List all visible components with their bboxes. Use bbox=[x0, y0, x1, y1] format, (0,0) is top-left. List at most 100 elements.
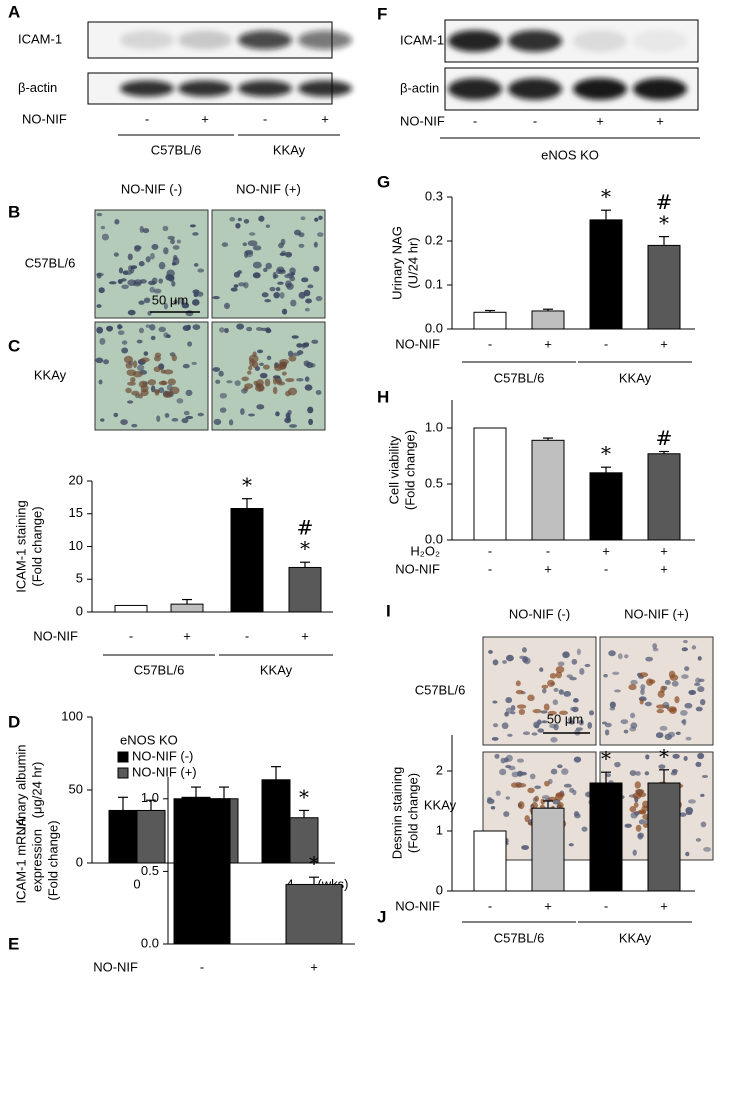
stain bbox=[153, 366, 161, 373]
significance-mark: * bbox=[601, 747, 611, 771]
nucleus bbox=[95, 357, 104, 364]
nucleus bbox=[304, 384, 313, 391]
treatment-sign: + bbox=[656, 113, 664, 128]
stain bbox=[635, 824, 642, 832]
blot-band bbox=[298, 30, 352, 50]
nucleus bbox=[261, 292, 269, 298]
nucleus bbox=[298, 291, 306, 299]
legend-swatch bbox=[117, 767, 129, 779]
nucleus bbox=[519, 771, 527, 776]
nucleus bbox=[501, 722, 509, 730]
nucleus bbox=[284, 251, 293, 258]
nucleus bbox=[685, 851, 690, 857]
bar bbox=[473, 311, 507, 330]
nucleus bbox=[680, 710, 688, 716]
nucleus bbox=[121, 340, 128, 345]
nucleus bbox=[304, 307, 310, 312]
nucleus bbox=[632, 849, 637, 856]
nucleus bbox=[162, 225, 169, 232]
nucleus bbox=[212, 295, 220, 300]
nucleus bbox=[212, 367, 221, 372]
stain bbox=[170, 238, 175, 245]
group-label: eNOS KO bbox=[541, 147, 599, 162]
nucleus bbox=[645, 754, 650, 760]
treatment-sign: + bbox=[544, 336, 552, 351]
stain bbox=[145, 256, 151, 263]
error-bar bbox=[543, 800, 553, 809]
nucleus bbox=[505, 707, 513, 714]
micrograph bbox=[211, 321, 326, 431]
y-tick-label: 0.3 bbox=[425, 188, 443, 203]
stain bbox=[543, 703, 550, 711]
stain bbox=[516, 704, 527, 709]
nucleus bbox=[191, 361, 197, 365]
nucleus bbox=[557, 764, 563, 769]
nucleus bbox=[523, 657, 531, 665]
nucleus bbox=[700, 821, 707, 828]
y-tick-label: 0.5 bbox=[425, 475, 443, 490]
nucleus bbox=[307, 284, 314, 289]
treatment-sign: + bbox=[660, 898, 668, 913]
micrograph bbox=[94, 321, 209, 431]
stain bbox=[276, 378, 283, 385]
stain bbox=[559, 710, 568, 716]
error-bar bbox=[543, 437, 553, 441]
stain bbox=[162, 391, 173, 399]
stain bbox=[555, 671, 563, 679]
row-label: NO-NIF bbox=[33, 628, 78, 643]
nucleus bbox=[695, 677, 701, 684]
nucleus bbox=[553, 687, 559, 692]
nucleus bbox=[308, 418, 314, 426]
nucleus bbox=[521, 845, 530, 850]
nucleus bbox=[568, 843, 574, 847]
nucleus bbox=[578, 719, 584, 726]
nucleus bbox=[224, 327, 229, 334]
y-axis-label: (Fold change) bbox=[45, 820, 60, 900]
treatment-label: NO-NIF bbox=[22, 111, 67, 126]
bar bbox=[136, 809, 166, 864]
nucleus bbox=[138, 261, 145, 267]
significance-mark: * bbox=[242, 473, 252, 497]
nucleus bbox=[101, 233, 110, 241]
nucleus bbox=[664, 733, 673, 740]
nucleus bbox=[252, 272, 261, 279]
stain bbox=[132, 370, 143, 378]
micrograph-bg bbox=[482, 636, 597, 746]
stain bbox=[154, 389, 160, 396]
row-label: KKAy bbox=[34, 367, 67, 382]
stain bbox=[278, 269, 286, 275]
nucleus bbox=[644, 701, 653, 707]
nucleus bbox=[240, 408, 245, 416]
nucleus bbox=[176, 398, 184, 404]
row-label: C57BL/6 bbox=[25, 255, 76, 270]
stain bbox=[122, 270, 133, 276]
nucleus bbox=[304, 376, 310, 382]
stain bbox=[668, 670, 676, 679]
y-tick-label: 0 bbox=[76, 603, 83, 618]
panel-label: J bbox=[377, 907, 386, 926]
stain bbox=[549, 673, 557, 679]
blot-band bbox=[508, 30, 562, 52]
stain bbox=[248, 365, 253, 371]
stain bbox=[163, 247, 169, 255]
nucleus bbox=[121, 284, 129, 290]
nucleus bbox=[238, 282, 246, 287]
nucleus bbox=[640, 684, 646, 691]
nucleus bbox=[635, 771, 641, 776]
nucleus bbox=[103, 359, 110, 365]
stain bbox=[639, 672, 649, 678]
nucleus bbox=[99, 337, 106, 345]
treatment-sign: + bbox=[183, 628, 191, 643]
nucleus bbox=[96, 304, 102, 308]
significance-mark: * bbox=[601, 185, 611, 209]
nucleus bbox=[522, 731, 531, 736]
nucleus bbox=[540, 710, 548, 714]
stain bbox=[243, 386, 249, 392]
y-axis-label: Desmin staining bbox=[389, 767, 404, 860]
blot-row-label: ICAM-1 bbox=[400, 32, 444, 47]
nucleus bbox=[197, 412, 204, 417]
group-label: KKAy bbox=[619, 370, 652, 385]
nucleus bbox=[292, 352, 301, 357]
treatment-sign: - bbox=[604, 898, 608, 913]
nucleus bbox=[640, 688, 645, 696]
